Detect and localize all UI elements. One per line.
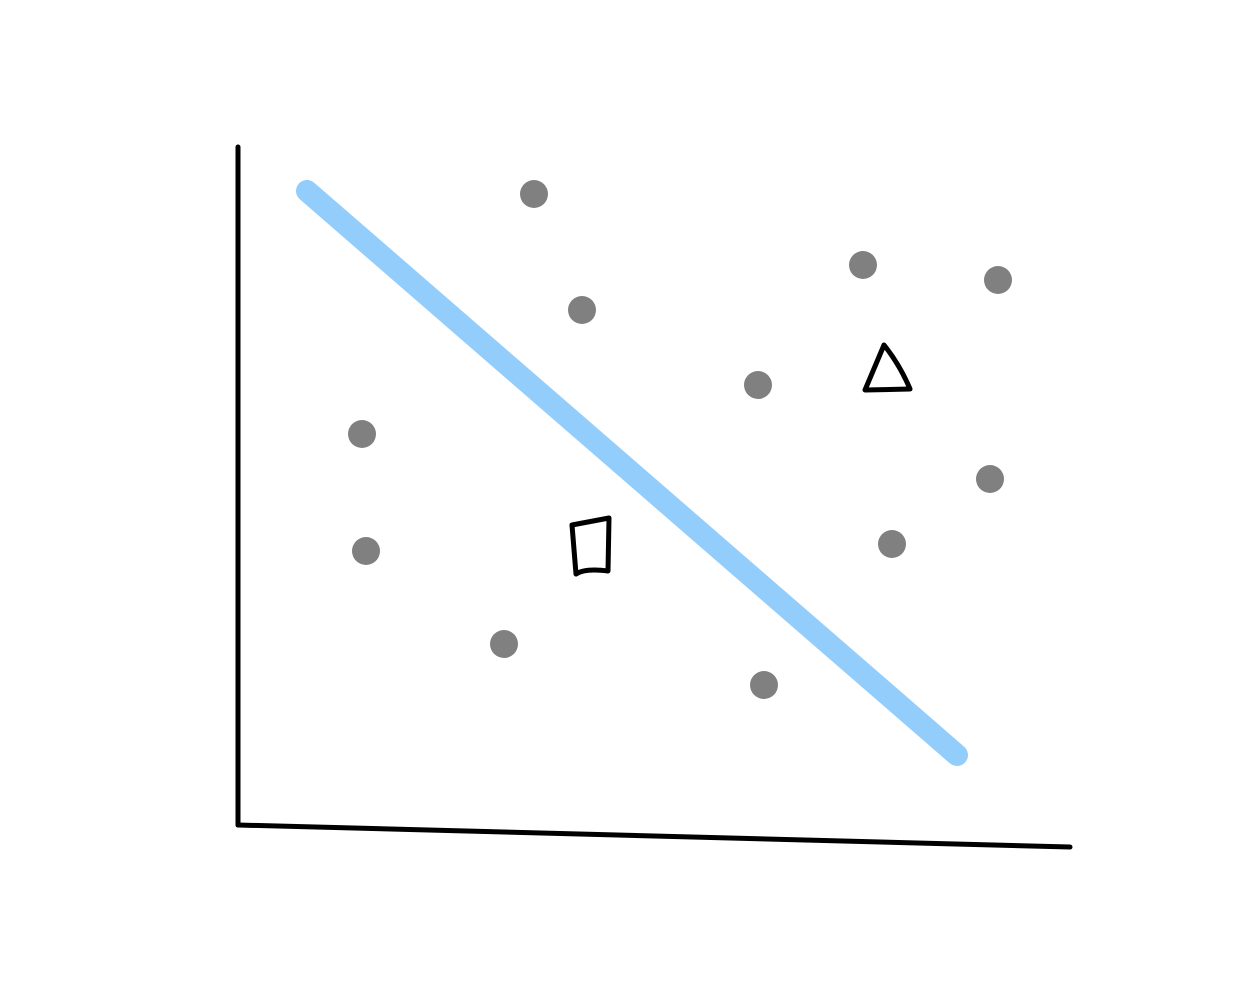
axes [235, 144, 1073, 850]
point [490, 630, 518, 658]
query-shapes [569, 342, 913, 577]
x-axis [235, 822, 1073, 850]
point [849, 251, 877, 279]
point [568, 296, 596, 324]
triangle [862, 342, 913, 393]
point [976, 465, 1004, 493]
point [750, 671, 778, 699]
point [878, 530, 906, 558]
point [520, 180, 548, 208]
point [352, 537, 380, 565]
point [744, 371, 772, 399]
separator-line [296, 180, 968, 766]
point [984, 266, 1012, 294]
point [348, 420, 376, 448]
square [569, 515, 612, 577]
points [348, 180, 1012, 699]
